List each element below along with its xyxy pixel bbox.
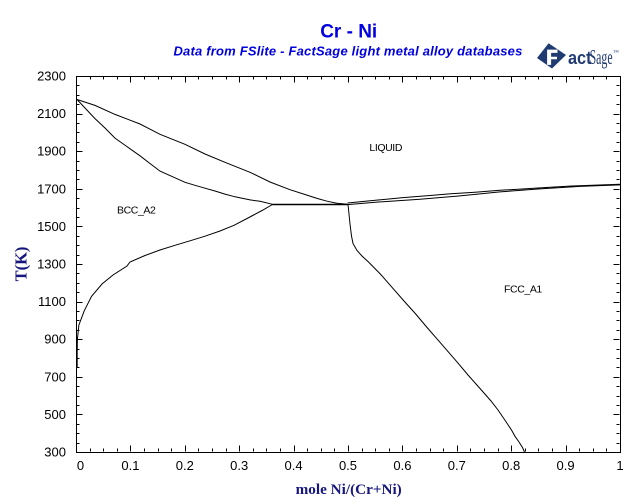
svg-text:700: 700 <box>44 369 66 384</box>
svg-text:2100: 2100 <box>37 106 66 121</box>
svg-text:900: 900 <box>44 332 66 347</box>
svg-text:LIQUID: LIQUID <box>369 142 402 154</box>
svg-text:0.4: 0.4 <box>285 458 303 473</box>
svg-text:Cr - Ni: Cr - Ni <box>320 21 377 42</box>
svg-text:0.6: 0.6 <box>393 458 411 473</box>
svg-text:mole Ni/(Cr+Ni): mole Ni/(Cr+Ni) <box>296 481 402 498</box>
svg-text:™: ™ <box>613 50 619 56</box>
svg-text:0.2: 0.2 <box>176 458 194 473</box>
svg-text:0.3: 0.3 <box>230 458 248 473</box>
svg-text:1: 1 <box>616 458 623 473</box>
svg-text:0.8: 0.8 <box>502 458 520 473</box>
svg-text:500: 500 <box>44 407 66 422</box>
svg-text:1900: 1900 <box>37 144 66 159</box>
svg-text:0.5: 0.5 <box>339 458 357 473</box>
svg-text:1700: 1700 <box>37 181 66 196</box>
svg-text:0.9: 0.9 <box>557 458 575 473</box>
svg-text:T(K): T(K) <box>12 247 31 282</box>
svg-text:0.1: 0.1 <box>121 458 139 473</box>
svg-text:Sage: Sage <box>590 45 613 69</box>
svg-text:act: act <box>568 48 592 68</box>
svg-text:1300: 1300 <box>37 257 66 272</box>
svg-text:0: 0 <box>77 458 84 473</box>
svg-text:BCC_A2: BCC_A2 <box>117 204 156 216</box>
svg-text:1500: 1500 <box>37 219 66 234</box>
svg-text:FCC_A1: FCC_A1 <box>504 283 542 295</box>
svg-text:Data from FSlite - FactSage li: Data from FSlite - FactSage light metal … <box>173 44 522 59</box>
svg-text:1100: 1100 <box>38 294 66 309</box>
svg-text:300: 300 <box>44 445 66 460</box>
svg-text:2300: 2300 <box>37 69 66 84</box>
svg-text:0.7: 0.7 <box>448 458 466 473</box>
